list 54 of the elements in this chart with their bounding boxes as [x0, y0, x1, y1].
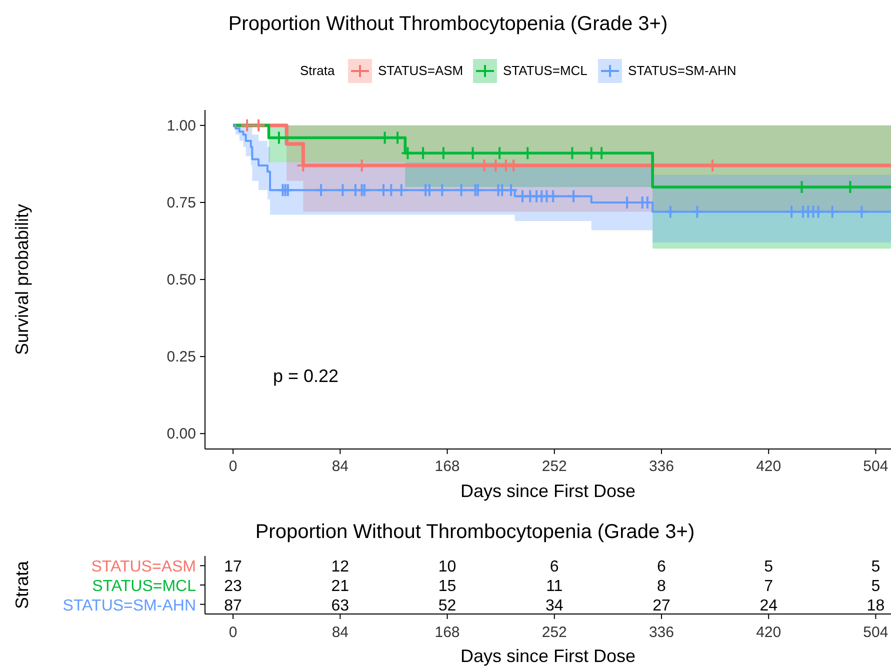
data-label: 17: [224, 558, 242, 576]
legend-label: STATUS=MCL: [503, 63, 588, 78]
data-label: 15: [438, 578, 456, 595]
data-label: 52: [438, 597, 456, 614]
y-tick-label: STATUS=SM-AHN: [62, 597, 196, 614]
data-label: 23: [224, 578, 242, 595]
x-tick-label: 0: [228, 458, 238, 475]
annotation: p = 0.22: [273, 366, 339, 386]
y-tick-label: STATUS=ASM: [91, 558, 196, 576]
x-tick-label: 504: [863, 624, 888, 641]
y-tick-label: 0.00: [166, 426, 196, 443]
x-axis-title: Days since First Dose: [460, 646, 636, 666]
data-label: 24: [760, 597, 778, 614]
data-label: 5: [871, 578, 880, 595]
data-label: 63: [331, 597, 350, 614]
data-label: 87: [224, 597, 242, 614]
x-tick-label: 504: [863, 458, 888, 475]
y-tick-label: 1.00: [166, 117, 196, 134]
y-axis-title: Survival probability: [12, 204, 32, 356]
data-label: 34: [545, 597, 564, 614]
data-label: 27: [652, 597, 670, 614]
legend-title: Strata: [300, 63, 336, 78]
x-tick-label: 252: [542, 458, 567, 475]
data-label: 18: [866, 597, 885, 614]
data-label: 5: [871, 558, 880, 576]
y-axis-title: Strata: [12, 560, 32, 610]
x-tick-label: 168: [434, 458, 460, 475]
y-tick-label: 0.50: [166, 272, 196, 288]
x-tick-label: 336: [648, 458, 674, 475]
data-label: 7: [764, 578, 774, 595]
x-tick-label: 252: [542, 624, 567, 641]
x-tick-label: 420: [756, 458, 782, 475]
y-tick-label: 0.25: [166, 348, 196, 366]
data-label: 8: [657, 578, 666, 595]
legend-label: STATUS=SM-AHN: [628, 63, 736, 78]
x-tick-label: 0: [228, 624, 238, 641]
chart-title: Proportion Without Thrombocytopenia (Grade 3+): [228, 13, 668, 35]
x-tick-label: 84: [332, 458, 349, 475]
y-tick-label: STATUS=MCL: [92, 578, 196, 595]
data-label: 12: [331, 558, 350, 576]
data-label: 21: [331, 578, 350, 595]
x-tick-label: 168: [434, 624, 460, 641]
x-axis-title: Days since First Dose: [460, 481, 636, 501]
data-label: 6: [657, 558, 666, 576]
x-tick-label: 84: [332, 624, 349, 641]
x-tick-label: 336: [648, 624, 674, 641]
data-label: 10: [438, 558, 456, 576]
legend-label: STATUS=ASM: [378, 63, 464, 78]
data-label: 6: [550, 558, 559, 576]
y-tick-label: 0.75: [166, 194, 196, 212]
x-tick-label: 420: [756, 624, 782, 641]
chart-title: Proportion Without Thrombocytopenia (Grade 3+): [255, 521, 695, 543]
data-label: 11: [546, 578, 563, 595]
data-label: 5: [764, 558, 774, 576]
